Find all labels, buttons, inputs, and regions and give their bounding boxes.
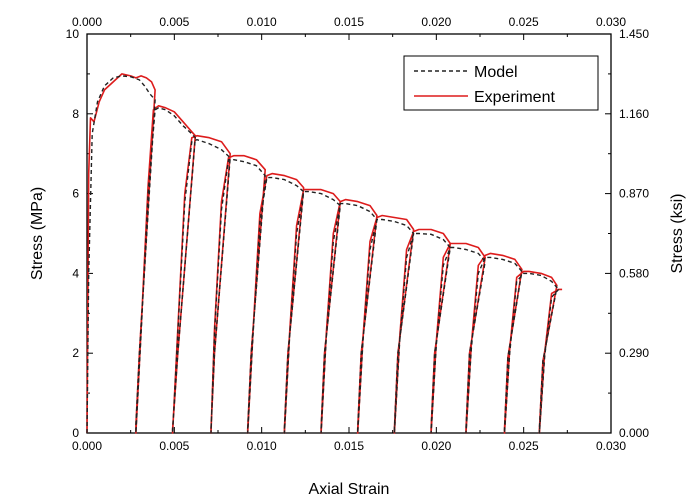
y-tick-label: 4 <box>72 266 79 280</box>
y-tick-label: 10 <box>66 27 80 41</box>
y2-tick-label: 0.000 <box>619 426 649 440</box>
y2-tick-label: 1.160 <box>619 107 649 121</box>
series-line-model <box>86 75 560 434</box>
legend-label-experiment: Experiment <box>474 89 555 106</box>
x-tick-label: 0.010 <box>247 439 277 453</box>
x-tick-label: 0.000 <box>72 439 102 453</box>
x2-tick-label: 0.005 <box>159 15 189 29</box>
x-tick-label: 0.005 <box>159 439 189 453</box>
series-lines <box>86 73 563 434</box>
x-tick-label: 0.025 <box>509 439 539 453</box>
x-tick-label: 0.020 <box>421 439 451 453</box>
y2-tick-label: 0.290 <box>619 346 649 360</box>
legend-label-model: Model <box>474 64 518 81</box>
y-axis-title: Stress (MPa) <box>29 187 46 280</box>
y2-tick-label: 0.580 <box>619 266 649 280</box>
x-tick-label: 0.015 <box>334 439 364 453</box>
x2-tick-label: 0.020 <box>421 15 451 29</box>
x2-tick-label: 0.010 <box>247 15 277 29</box>
y2-tick-label: 1.450 <box>619 27 649 41</box>
x-tick-label: 0.030 <box>596 439 626 453</box>
x2-tick-label: 0.025 <box>509 15 539 29</box>
y-tick-label: 0 <box>72 426 79 440</box>
y-tick-label: 6 <box>72 187 79 201</box>
series-line-experiment <box>86 73 563 434</box>
axis-ticks: 0.000 0.000 0.005 0.005 0.010 0.010 0.015 0.015… <box>66 15 650 453</box>
legend-box <box>403 55 599 111</box>
y2-axis-title: Stress (ksi) <box>669 194 686 274</box>
y2-tick-label: 0.870 <box>619 187 649 201</box>
y-tick-label: 2 <box>72 346 79 360</box>
x2-tick-label: 0.015 <box>334 15 364 29</box>
x2-tick-label: 0.030 <box>596 15 626 29</box>
x-axis-title: Axial Strain <box>309 481 390 498</box>
y-tick-label: 8 <box>72 107 79 121</box>
legend: Model Experiment <box>403 55 599 111</box>
x2-tick-label: 0.000 <box>72 15 102 29</box>
